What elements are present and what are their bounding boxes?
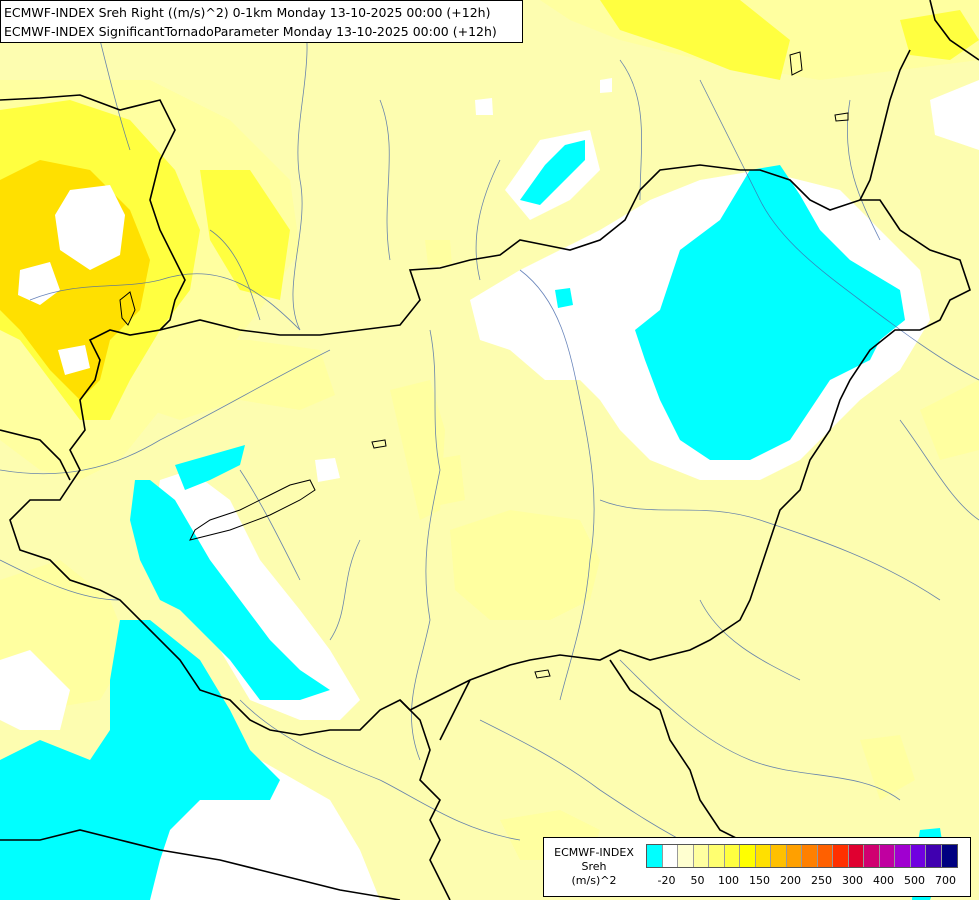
legend-tick: -20 xyxy=(657,874,676,887)
legend-swatch xyxy=(817,845,833,867)
field-cyan xyxy=(0,140,945,900)
legend-tick: 400 xyxy=(873,874,894,887)
legend-swatch xyxy=(647,845,663,867)
legend-tick: 50 xyxy=(690,874,705,887)
legend-tick: 700 xyxy=(935,874,956,887)
legend-label: ECMWF-INDEX Sreh (m/s)^2 xyxy=(548,846,640,888)
legend-swatch xyxy=(693,845,709,867)
lakes xyxy=(119,51,849,679)
legend-swatch xyxy=(941,845,957,867)
legend-label-line-2: Sreh xyxy=(581,860,607,873)
legend-tick: 500 xyxy=(904,874,925,887)
legend-swatch xyxy=(786,845,802,867)
legend-tick: 100 xyxy=(718,874,739,887)
color-legend: ECMWF-INDEX Sreh (m/s)^2 -20 50 100 150 200 2… xyxy=(543,837,971,897)
legend-swatch xyxy=(771,845,787,867)
legend-swatch xyxy=(740,845,756,867)
legend-swatch xyxy=(879,845,895,867)
legend-swatch xyxy=(724,845,740,867)
title-line-2: ECMWF-INDEX SignificantTornadoParameter … xyxy=(4,24,497,39)
legend-tick: 250 xyxy=(811,874,832,887)
legend-swatch xyxy=(848,845,864,867)
legend-color-scale xyxy=(646,844,958,868)
legend-tick: 200 xyxy=(780,874,801,887)
legend-tick: 300 xyxy=(842,874,863,887)
legend-swatch xyxy=(910,845,926,867)
legend-swatch xyxy=(926,845,942,867)
title-line-1: ECMWF-INDEX Sreh Right ((m/s)^2) 0-1km M… xyxy=(4,5,491,20)
legend-swatch xyxy=(678,845,694,867)
legend-swatch xyxy=(802,845,818,867)
legend-swatch xyxy=(755,845,771,867)
legend-label-line-3: (m/s)^2 xyxy=(571,874,617,887)
legend-tick: 150 xyxy=(749,874,770,887)
legend-swatch xyxy=(864,845,880,867)
legend-label-line-1: ECMWF-INDEX xyxy=(554,846,634,859)
legend-swatch xyxy=(709,845,725,867)
legend-swatch xyxy=(833,845,849,867)
field-white-holes xyxy=(18,185,125,375)
legend-swatch xyxy=(662,845,678,867)
legend-tick-labels: -20 50 100 150 200 250 300 400 500 700 xyxy=(646,874,966,890)
legend-swatch xyxy=(895,845,911,867)
map-title-box: ECMWF-INDEX Sreh Right ((m/s)^2) 0-1km M… xyxy=(0,0,523,43)
